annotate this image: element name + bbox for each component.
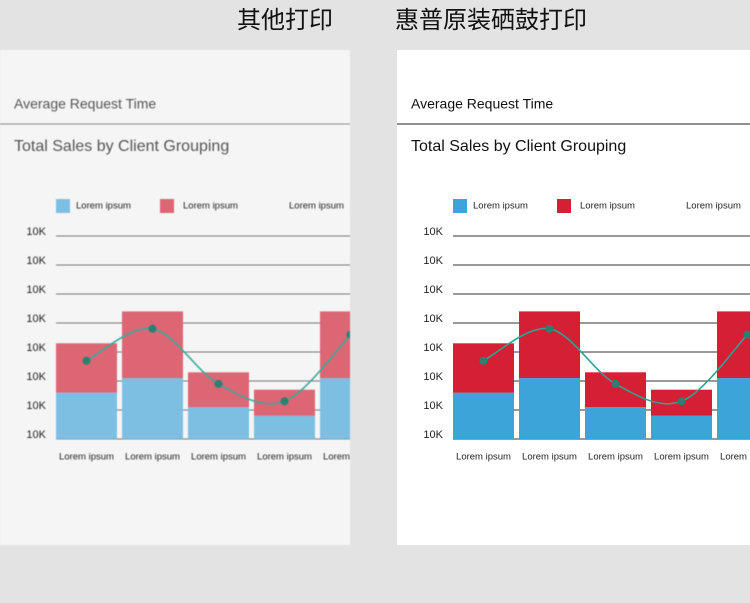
y-label: 10K	[423, 226, 443, 238]
bar-segment	[717, 378, 750, 439]
y-label: 10K	[423, 342, 443, 354]
y-label: 10K	[423, 313, 443, 325]
header: Average Request Time	[411, 96, 553, 112]
x-label: Lorem ipsum	[654, 452, 709, 463]
x-label: Lorem ipsum	[257, 452, 312, 463]
line-point	[148, 324, 157, 333]
line-point	[545, 324, 554, 333]
y-label: 10K	[26, 284, 46, 296]
caption: 其他打印	[237, 6, 333, 34]
bar-segment	[453, 343, 514, 393]
caption: 惠普原装硒鼓打印	[395, 6, 587, 34]
bar-segment	[453, 392, 514, 439]
legend-label: Lorem ipsum	[686, 201, 741, 212]
x-label: Lorem ipsum	[323, 452, 350, 463]
y-label: 10K	[26, 342, 46, 354]
y-label: 10K	[423, 400, 443, 412]
bar-segment	[519, 311, 580, 379]
line-point	[82, 356, 91, 365]
legend-swatch	[557, 199, 571, 213]
bar-segment	[56, 392, 117, 439]
legend-label: Lorem ipsum	[473, 201, 528, 212]
bar-segment	[651, 415, 712, 439]
bar-segment	[254, 415, 315, 439]
panel: Average Request Time Total Sales by Clien…	[397, 50, 750, 545]
y-label: 10K	[26, 226, 46, 238]
y-label: 10K	[26, 255, 46, 267]
chart-title: Total Sales by Client Grouping	[411, 138, 626, 155]
legend-swatch	[453, 199, 467, 213]
bar-segment	[585, 407, 646, 439]
y-label: 10K	[26, 371, 46, 383]
y-label: 10K	[423, 429, 443, 441]
bar-segment	[188, 407, 249, 439]
y-label: 10K	[423, 284, 443, 296]
legend-swatch	[56, 199, 70, 213]
line-point	[346, 330, 350, 339]
line-point	[743, 330, 750, 339]
legend-swatch	[160, 199, 174, 213]
line-point	[280, 397, 289, 406]
bar-segment	[122, 311, 183, 379]
x-label: Lorem ipsum	[720, 452, 750, 463]
y-label: 10K	[26, 313, 46, 325]
legend-label: Lorem ipsum	[289, 201, 344, 212]
y-label: 10K	[26, 400, 46, 412]
legend-label: Lorem ipsum	[183, 201, 238, 212]
y-label: 10K	[423, 255, 443, 267]
y-label: 10K	[26, 429, 46, 441]
x-label: Lorem ipsum	[191, 452, 246, 463]
line-point	[611, 379, 620, 388]
chart-title: Total Sales by Client Grouping	[14, 138, 229, 155]
bar-segment	[56, 343, 117, 393]
x-label: Lorem ipsum	[125, 452, 180, 463]
x-label: Lorem ipsum	[522, 452, 577, 463]
legend-label: Lorem ipsum	[580, 201, 635, 212]
bar-segment	[717, 311, 750, 379]
x-label: Lorem ipsum	[59, 452, 114, 463]
bar-segment	[519, 378, 580, 439]
x-label: Lorem ipsum	[588, 452, 643, 463]
y-label: 10K	[423, 371, 443, 383]
panel: Average Request Time Total Sales by Clien…	[0, 50, 350, 545]
x-label: Lorem ipsum	[456, 452, 511, 463]
bar-segment	[320, 378, 350, 439]
header: Average Request Time	[14, 96, 156, 112]
line-point	[677, 397, 686, 406]
legend-label: Lorem ipsum	[76, 201, 131, 212]
bar-segment	[320, 311, 350, 379]
line-point	[214, 379, 223, 388]
bar-segment	[122, 378, 183, 439]
bar-segment	[188, 372, 249, 408]
bar-segment	[585, 372, 646, 408]
line-point	[479, 356, 488, 365]
